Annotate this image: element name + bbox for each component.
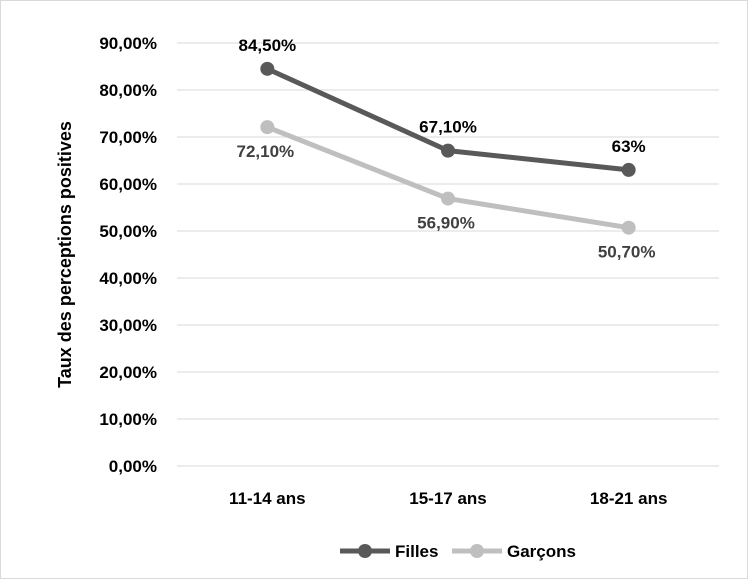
legend-item-filles: Filles	[340, 542, 438, 561]
y-tick-label: 60,00%	[99, 175, 157, 194]
legend-label: Filles	[395, 542, 438, 561]
data-label: 84,50%	[238, 36, 296, 55]
legend-swatch-marker	[470, 544, 484, 558]
y-tick-label: 70,00%	[99, 128, 157, 147]
series-marker	[260, 61, 275, 76]
data-label: 72,10%	[236, 142, 294, 161]
x-axis-ticks: 11-14 ans 15-17 ans 18-21 ans	[229, 489, 667, 508]
y-axis-ticks: 0,00% 10,00% 20,00% 30,00% 40,00% 50,00% 60,00…	[99, 34, 157, 476]
data-label: 56,90%	[417, 214, 475, 233]
gridlines	[177, 42, 719, 467]
y-tick-label: 20,00%	[99, 363, 157, 382]
data-label: 67,10%	[419, 118, 477, 137]
y-tick-label: 80,00%	[99, 81, 157, 100]
series-marker	[441, 191, 455, 206]
y-tick-label: 30,00%	[99, 316, 157, 335]
series-marker	[441, 143, 455, 158]
data-labels: 84,50% 67,10% 63% 72,10% 56,90% 50,70%	[236, 36, 655, 262]
y-tick-label: 40,00%	[99, 269, 157, 288]
data-label: 50,70%	[598, 243, 656, 262]
y-tick-label: 10,00%	[99, 410, 157, 429]
y-tick-label: 0,00%	[109, 457, 157, 476]
series-lines	[260, 61, 636, 235]
legend-label: Garçons	[507, 542, 576, 561]
y-axis-title: Taux des perceptions positives	[55, 121, 75, 388]
y-tick-label: 90,00%	[99, 34, 157, 53]
y-tick-label: 50,00%	[99, 222, 157, 241]
legend-swatch-marker	[358, 544, 372, 558]
legend-item-garçons: Garçons	[452, 542, 576, 561]
legend: Filles Garçons	[340, 542, 576, 561]
x-tick-label: 15-17 ans	[409, 489, 487, 508]
series-marker	[260, 120, 275, 135]
series-marker	[621, 162, 636, 177]
data-label: 63%	[612, 137, 646, 156]
x-tick-label: 18-21 ans	[590, 489, 668, 508]
series-marker	[621, 220, 636, 235]
x-tick-label: 11-14 ans	[229, 489, 306, 508]
